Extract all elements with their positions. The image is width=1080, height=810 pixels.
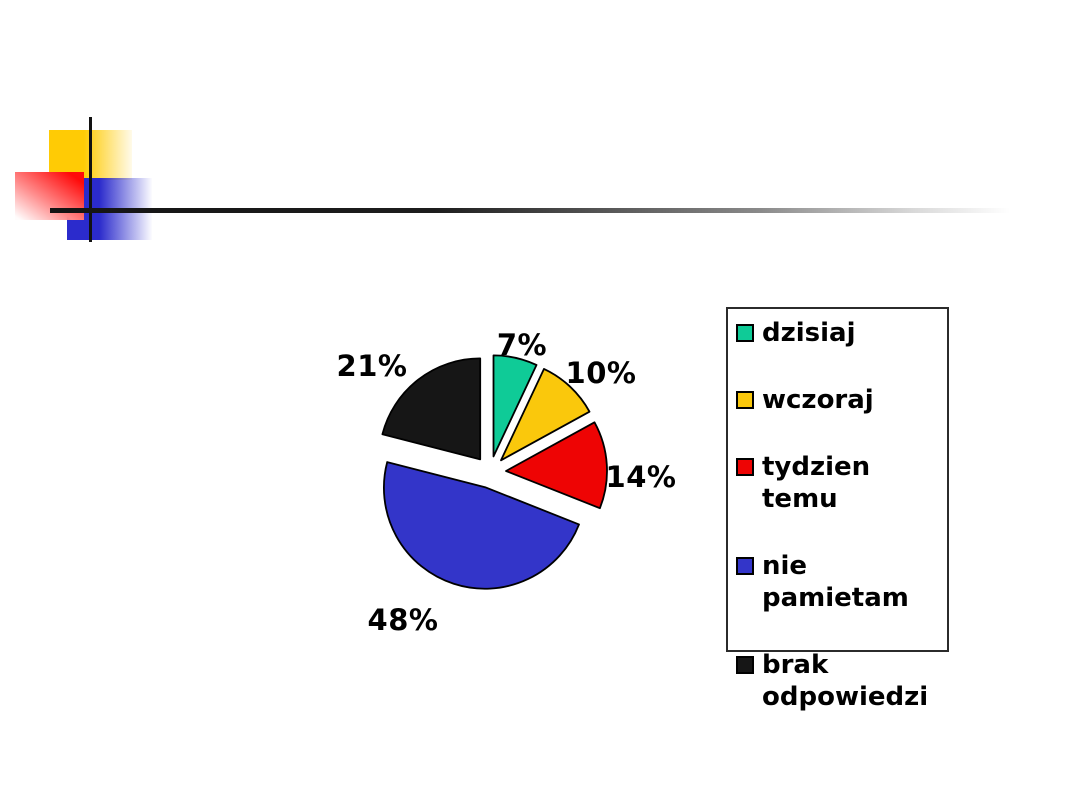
pie-slice-brak-odpowiedzi [381,357,482,461]
legend-label-dzisiaj: dzisiaj [762,318,856,348]
legend-swatch-brak-odpowiedzi [736,656,754,674]
decoration-horizontal-rule [50,208,1010,213]
legend-item-brak-odpowiedzi: brak odpowiedzi [736,649,943,713]
legend-swatch-dzisiaj [736,324,754,342]
legend-label-brak-odpowiedzi: brak odpowiedzi [762,650,929,712]
legend-label-nie-pamietam: nie pamietam [762,551,909,613]
legend-swatch-tydzien-temu [736,458,754,476]
chart-legend: dzisiaj wczoraj tydzien temu nie pamieta… [726,307,949,712]
pie-slice-wczoraj [500,368,591,462]
pie-slice-tydzien-temu [505,421,608,510]
decoration-vertical-line [89,117,92,242]
legend-item-nie-pamietam: nie pamietam [736,550,943,614]
pie-slice-dzisiaj [492,354,538,458]
legend-label-tydzien-temu: tydzien temu [762,452,871,514]
pie-value-label-brak-odpowiedzi: 21% [336,349,408,383]
pie-value-label-nie-pamietam: 48% [367,603,439,637]
pie-slice-nie-pamietam [383,461,580,590]
legend-swatch-nie-pamietam [736,557,754,575]
legend-item-wczoraj: wczoraj [736,384,943,416]
legend-item-dzisiaj: dzisiaj [736,317,943,349]
pie-value-label-wczoraj: 10% [565,356,637,390]
pie-value-label-dzisiaj: 7% [496,328,548,362]
legend-swatch-wczoraj [736,391,754,409]
pie-value-label-tydzien-temu: 14% [605,460,677,494]
legend-label-wczoraj: wczoraj [762,385,874,415]
legend-item-tydzien-temu: tydzien temu [736,451,943,515]
